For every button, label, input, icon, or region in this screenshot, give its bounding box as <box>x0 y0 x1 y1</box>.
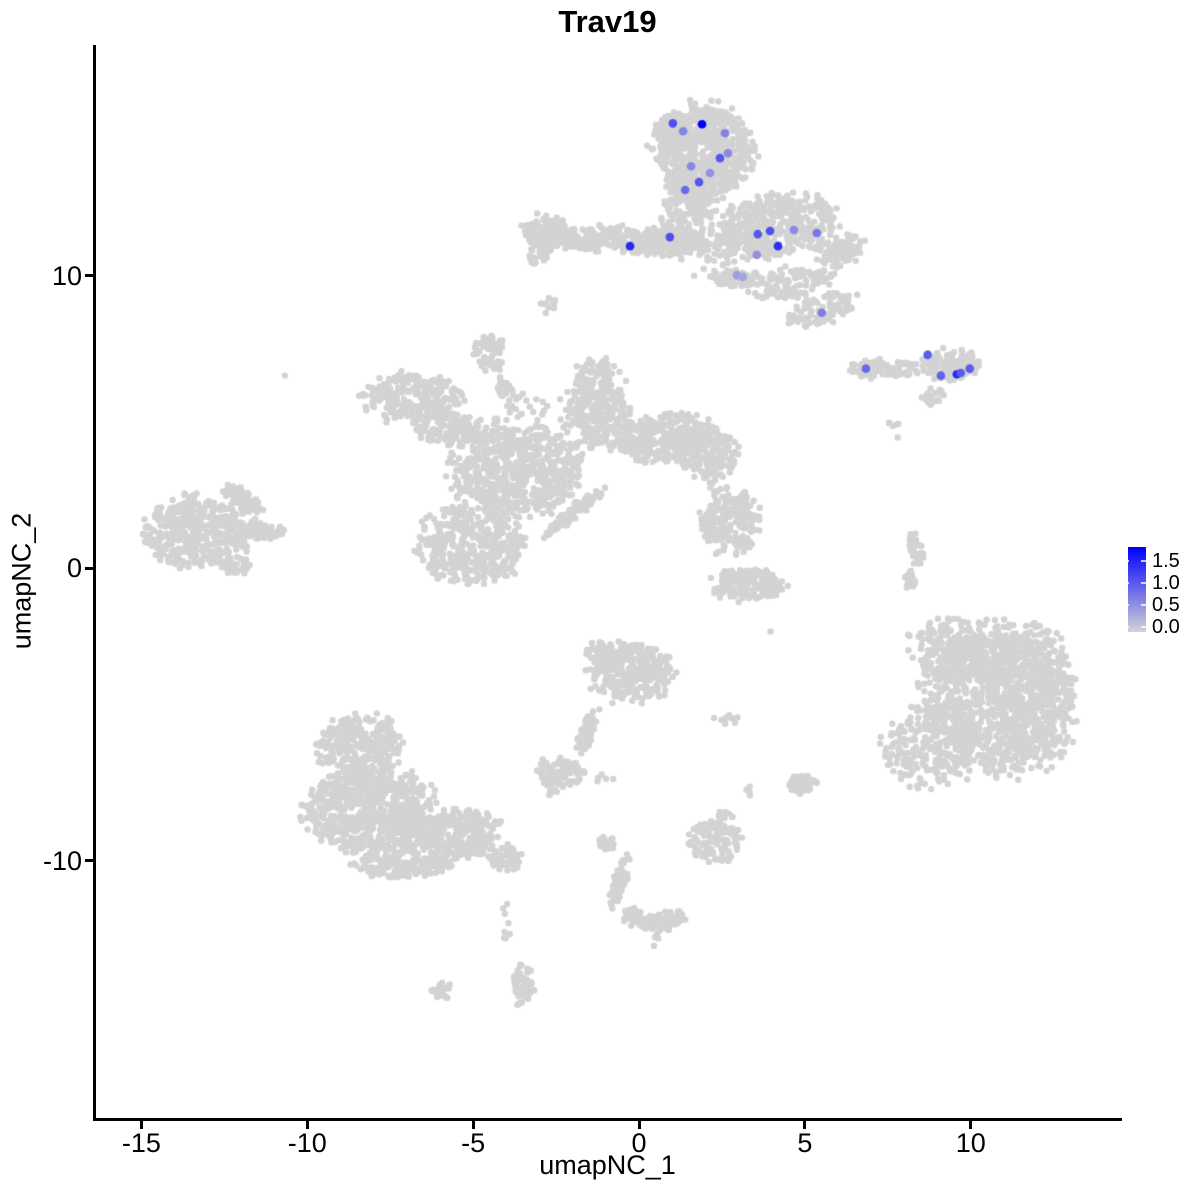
x-tick-label: 0 <box>631 1128 647 1158</box>
x-tick-label: -10 <box>287 1128 327 1158</box>
plot-title: Trav19 <box>558 4 657 39</box>
x-tick-label: 10 <box>955 1128 986 1158</box>
x-tick-label: -5 <box>461 1128 486 1158</box>
y-tick-mark <box>85 274 93 278</box>
x-tick-mark <box>305 1121 309 1129</box>
x-tick-mark <box>471 1121 475 1129</box>
x-axis-line <box>93 1118 1122 1121</box>
x-tick-mark <box>139 1121 143 1129</box>
y-tick-label: -10 <box>42 845 82 876</box>
x-tick-mark <box>637 1121 641 1129</box>
x-tick-label: 5 <box>797 1128 813 1158</box>
y-tick-label: 10 <box>51 260 82 291</box>
x-tick-label: -15 <box>121 1128 161 1158</box>
x-axis-title: umapNC_1 <box>539 1150 676 1180</box>
x-tick-mark <box>803 1121 807 1129</box>
y-tick-mark <box>85 566 93 570</box>
y-tick-mark <box>85 859 93 863</box>
y-axis-line <box>93 45 96 1121</box>
y-tick-label: 0 <box>66 553 82 584</box>
x-tick-mark <box>969 1121 973 1129</box>
